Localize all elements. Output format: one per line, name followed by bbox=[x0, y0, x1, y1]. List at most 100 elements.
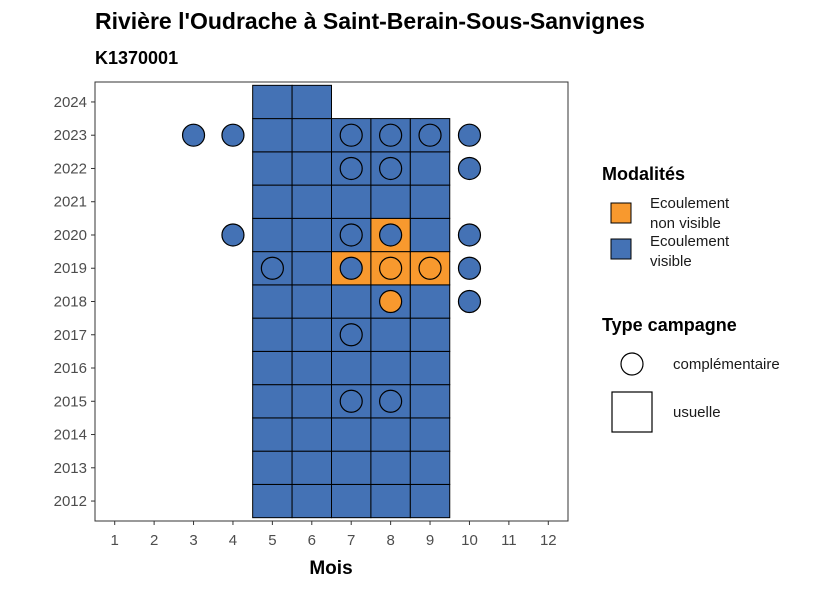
usuelle-tiles bbox=[252, 84, 451, 519]
tile-2017-6 bbox=[291, 317, 333, 352]
point-2023-4 bbox=[221, 123, 245, 147]
tile-2020-6 bbox=[291, 217, 333, 253]
tile-2014-6 bbox=[291, 417, 333, 452]
tile-2021-8 bbox=[370, 184, 411, 219]
legend-modalites: Modalités Ecoulement non visible Ecoulem… bbox=[602, 164, 730, 270]
tile-2014-8 bbox=[370, 417, 411, 452]
legend-swatch-non-visible bbox=[610, 202, 632, 224]
point-2019-7 bbox=[339, 256, 363, 280]
tile-2016-7 bbox=[331, 350, 372, 386]
y-tick-label: 2023 bbox=[54, 127, 87, 144]
point-2019-8 bbox=[379, 256, 403, 280]
tile-2019-6 bbox=[291, 251, 333, 286]
legend-label-complementaire: complémentaire bbox=[673, 356, 780, 373]
tile-2013-5 bbox=[252, 450, 293, 485]
tile-2021-6 bbox=[291, 184, 333, 219]
tile-2012-5 bbox=[252, 483, 293, 519]
legend-modalites-title: Modalités bbox=[602, 164, 685, 184]
x-axis-title: Mois bbox=[309, 558, 352, 579]
tile-2022-9 bbox=[409, 151, 451, 186]
point-2023-8 bbox=[379, 123, 403, 147]
point-2023-3 bbox=[181, 123, 206, 147]
tile-2024-6 bbox=[291, 84, 333, 120]
point-2020-4 bbox=[221, 223, 245, 247]
legend-label-usuelle: usuelle bbox=[673, 404, 721, 421]
legend-swatch-visible bbox=[610, 238, 632, 260]
y-tick-label: 2015 bbox=[54, 393, 87, 410]
point-2023-10 bbox=[457, 123, 482, 147]
tile-2012-7 bbox=[331, 483, 372, 519]
tile-2013-8 bbox=[370, 450, 411, 485]
chart-title: Rivière l'Oudrache à Saint-Berain-Sous-S… bbox=[95, 8, 645, 34]
tile-2024-5 bbox=[252, 84, 293, 120]
legend-label-non-visible-line2: non visible bbox=[650, 215, 721, 232]
tile-2023-6 bbox=[291, 118, 333, 153]
plot-area bbox=[94, 81, 569, 522]
x-tick-label: 1 bbox=[111, 532, 119, 549]
x-tick-label: 9 bbox=[426, 532, 434, 549]
point-2015-7 bbox=[339, 389, 363, 413]
legend-circle-icon bbox=[620, 352, 644, 376]
x-tick-label: 11 bbox=[501, 532, 517, 549]
y-axis: 2012 2013 2014 2015 2016 2017 2018 2019 2020 2021… bbox=[54, 94, 95, 510]
tile-2022-6 bbox=[291, 151, 333, 186]
y-tick-label: 2016 bbox=[54, 360, 87, 377]
tile-2012-9 bbox=[409, 483, 451, 519]
tile-2014-7 bbox=[331, 417, 372, 452]
tile-2012-6 bbox=[291, 483, 333, 519]
y-tick-label: 2024 bbox=[54, 94, 87, 111]
y-tick-label: 2020 bbox=[54, 227, 87, 244]
chart-subtitle: K1370001 bbox=[95, 48, 178, 68]
tile-2021-9 bbox=[409, 184, 451, 219]
tile-2020-5 bbox=[252, 217, 293, 253]
tile-2021-5 bbox=[252, 184, 293, 219]
x-tick-label: 2 bbox=[150, 532, 158, 549]
tile-2017-9 bbox=[409, 317, 451, 352]
point-2022-7 bbox=[339, 156, 363, 181]
tile-2018-7 bbox=[331, 284, 372, 319]
tile-2012-8 bbox=[370, 483, 411, 519]
legend-type-title: Type campagne bbox=[602, 315, 737, 335]
tile-2016-6 bbox=[291, 350, 333, 386]
y-tick-label: 2022 bbox=[54, 160, 87, 177]
tile-2017-8 bbox=[370, 317, 411, 352]
x-tick-label: 8 bbox=[386, 532, 394, 549]
legend-type-campagne: Type campagne complémentaire usuelle bbox=[602, 315, 780, 433]
x-tick-label: 7 bbox=[347, 532, 355, 549]
point-2023-7 bbox=[339, 123, 363, 147]
point-2019-10 bbox=[457, 256, 482, 280]
tile-2015-5 bbox=[252, 384, 293, 419]
tile-2018-9 bbox=[409, 284, 451, 319]
point-2022-8 bbox=[379, 156, 403, 181]
tile-2013-7 bbox=[331, 450, 372, 485]
tile-2015-9 bbox=[409, 384, 451, 419]
tile-2015-6 bbox=[291, 384, 333, 419]
point-2023-9 bbox=[418, 123, 442, 147]
point-2019-5 bbox=[260, 256, 284, 280]
point-2019-9 bbox=[418, 256, 442, 280]
x-tick-label: 5 bbox=[268, 532, 276, 549]
x-tick-label: 3 bbox=[189, 532, 197, 549]
y-tick-label: 2014 bbox=[54, 427, 87, 444]
point-2020-10 bbox=[457, 223, 482, 247]
tile-2020-9 bbox=[409, 217, 451, 253]
tile-2014-5 bbox=[252, 417, 293, 452]
point-2018-10 bbox=[457, 289, 482, 314]
y-tick-label: 2018 bbox=[54, 294, 87, 311]
tile-2016-9 bbox=[409, 350, 451, 386]
point-2015-8 bbox=[379, 389, 403, 413]
tile-2016-8 bbox=[370, 350, 411, 386]
tile-2014-9 bbox=[409, 417, 451, 452]
legend-label-visible-line2: visible bbox=[650, 253, 692, 270]
legend-square-icon bbox=[611, 391, 653, 433]
tile-2018-5 bbox=[252, 284, 293, 319]
point-2022-10 bbox=[457, 156, 482, 181]
tile-2022-5 bbox=[252, 151, 293, 186]
y-tick-label: 2021 bbox=[54, 194, 87, 211]
tile-2013-9 bbox=[409, 450, 451, 485]
x-tick-label: 10 bbox=[461, 532, 478, 549]
tile-2013-6 bbox=[291, 450, 333, 485]
tile-2017-5 bbox=[252, 317, 293, 352]
x-tick-label: 6 bbox=[308, 532, 316, 549]
